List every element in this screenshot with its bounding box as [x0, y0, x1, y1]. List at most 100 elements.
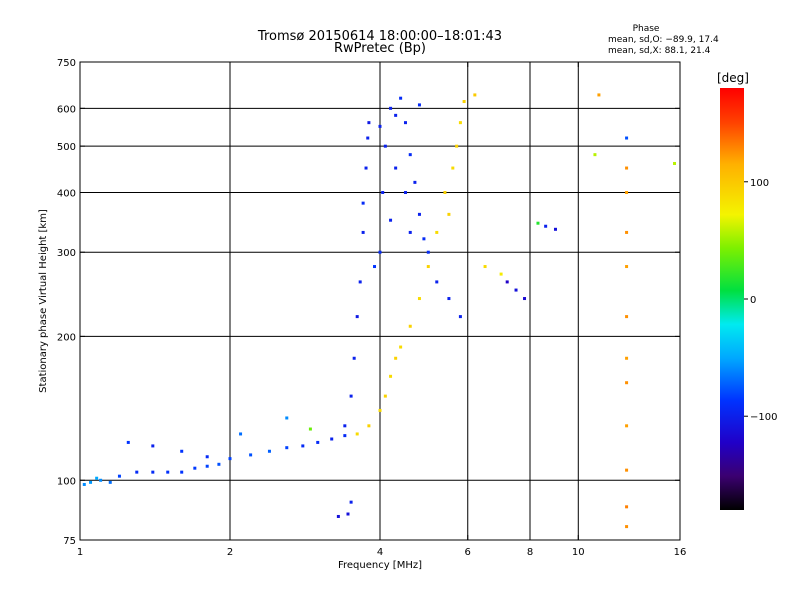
- grid-lines: [80, 62, 680, 540]
- colorbar-label: [deg]: [717, 71, 749, 85]
- colorbar-tick-label: 0: [750, 295, 756, 306]
- y-tick-label: 400: [57, 188, 76, 199]
- data-point: [443, 190, 447, 194]
- data-point: [435, 280, 439, 284]
- data-point: [378, 124, 382, 128]
- data-point: [239, 432, 243, 436]
- data-point: [399, 96, 403, 100]
- y-tick-label: 300: [57, 248, 76, 259]
- data-point: [553, 227, 557, 231]
- data-point: [417, 212, 421, 216]
- data-point: [389, 374, 393, 378]
- data-point: [394, 166, 398, 170]
- data-point: [625, 315, 629, 319]
- data-point: [95, 476, 99, 480]
- data-points: [82, 93, 677, 529]
- data-point: [343, 434, 347, 438]
- data-point: [301, 444, 305, 448]
- y-tick-label: 600: [57, 104, 76, 115]
- data-point: [228, 457, 232, 461]
- data-point: [625, 265, 629, 269]
- data-point: [378, 408, 382, 412]
- data-point: [383, 394, 387, 398]
- data-point: [625, 525, 629, 529]
- data-point: [126, 440, 130, 444]
- data-point: [523, 297, 527, 301]
- colorbar-ticks: 100 0 −100: [744, 178, 777, 423]
- data-point: [394, 356, 398, 360]
- y-tick-label: 100: [57, 476, 76, 487]
- data-point: [403, 121, 407, 125]
- data-point: [455, 144, 459, 148]
- data-point: [413, 180, 417, 184]
- data-point: [383, 144, 387, 148]
- data-point: [378, 250, 382, 254]
- data-point: [180, 470, 184, 474]
- data-point: [483, 265, 487, 269]
- data-point: [364, 166, 368, 170]
- data-point: [336, 514, 340, 518]
- data-point: [352, 356, 356, 360]
- y-tick-label: 200: [57, 332, 76, 343]
- data-point: [394, 113, 398, 117]
- data-point: [625, 166, 629, 170]
- data-point: [593, 153, 597, 157]
- data-point: [673, 161, 677, 165]
- data-point: [625, 136, 629, 140]
- data-point: [267, 449, 271, 453]
- data-point: [514, 288, 518, 292]
- colorbar: [720, 88, 744, 510]
- data-point: [82, 482, 86, 486]
- x-tick-label: 2: [227, 547, 233, 558]
- data-point: [285, 446, 289, 450]
- x-axis-label: Frequency [MHz]: [338, 560, 422, 571]
- data-point: [499, 272, 503, 276]
- data-point: [108, 480, 112, 484]
- data-point: [505, 280, 509, 284]
- data-point: [625, 381, 629, 385]
- data-point: [447, 297, 451, 301]
- y-tick-label: 75: [63, 536, 76, 547]
- data-point: [205, 464, 209, 468]
- data-point: [408, 230, 412, 234]
- data-point: [458, 121, 462, 125]
- data-point: [89, 480, 93, 484]
- y-tick-label: 500: [57, 142, 76, 153]
- data-point: [597, 93, 601, 97]
- stats-x-line: mean, sd,X: 88.1, 21.4: [608, 46, 711, 56]
- data-point: [399, 345, 403, 349]
- data-point: [625, 505, 629, 509]
- chart-subtitle: RwPretec (Bp): [334, 41, 426, 56]
- x-tick-label: 10: [572, 547, 585, 558]
- x-tick-label: 6: [465, 547, 471, 558]
- stats-o-line: mean, sd,O: −89.9, 17.4: [608, 35, 719, 45]
- data-point: [408, 324, 412, 328]
- data-point: [544, 224, 548, 228]
- data-point: [349, 500, 353, 504]
- data-point: [435, 230, 439, 234]
- data-point: [389, 106, 393, 110]
- data-point: [193, 466, 197, 470]
- data-point: [358, 280, 362, 284]
- data-point: [343, 424, 347, 428]
- data-point: [355, 315, 359, 319]
- data-point: [447, 212, 451, 216]
- data-point: [99, 478, 103, 482]
- data-point: [462, 100, 466, 104]
- data-point: [625, 190, 629, 194]
- colorbar-tick-label: −100: [750, 412, 777, 423]
- data-point: [408, 153, 412, 157]
- data-point: [458, 315, 462, 319]
- data-point: [249, 453, 253, 457]
- data-point: [316, 440, 320, 444]
- data-point: [422, 237, 426, 241]
- data-point: [381, 190, 385, 194]
- data-point: [426, 265, 430, 269]
- chart-title: Tromsø 20150614 18:00:00–18:01:43: [257, 29, 502, 44]
- data-point: [417, 297, 421, 301]
- data-point: [346, 512, 350, 516]
- data-point: [367, 121, 371, 125]
- data-point: [349, 394, 353, 398]
- data-point: [625, 356, 629, 360]
- x-tick-label: 4: [377, 547, 383, 558]
